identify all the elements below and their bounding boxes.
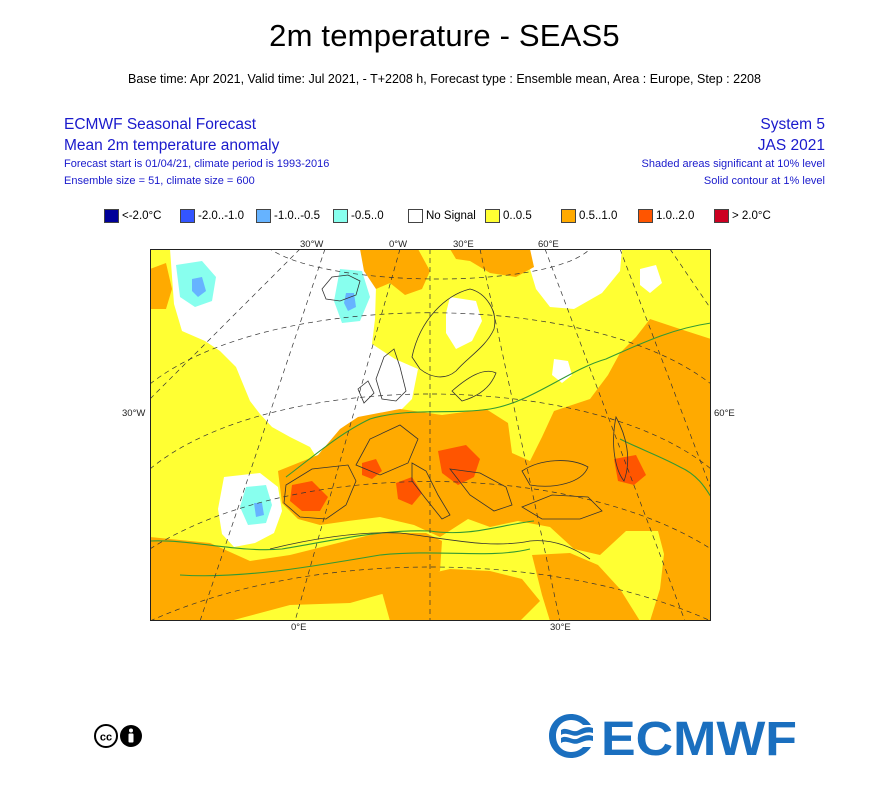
system-version: System 5 xyxy=(760,116,825,133)
lon-label-top: 30°E xyxy=(453,239,474,250)
legend-label: 1.0..2.0 xyxy=(656,210,695,222)
lon-label-top: 60°E xyxy=(538,239,559,250)
legend-item: -2.0..-1.0 xyxy=(180,208,244,224)
no-signal-scandinavia xyxy=(446,297,482,349)
coastline-italy xyxy=(411,462,451,520)
anomaly-1.0-2.0-iberia xyxy=(290,481,328,511)
graticule-meridian xyxy=(479,249,561,621)
lon-label-top: 30°W xyxy=(300,239,324,250)
anomaly-0.5-1.0-greenland xyxy=(150,263,172,309)
legend-item: <-2.0°C xyxy=(104,208,161,224)
map-frame xyxy=(150,249,711,621)
legend-swatch xyxy=(333,209,348,223)
lon-label-bottom: 30°E xyxy=(550,622,571,633)
graticule-parallel xyxy=(150,481,711,550)
ecmwf-emblem-icon xyxy=(549,714,593,758)
coastline-france xyxy=(355,424,419,476)
anomaly-0.5-1.0-north xyxy=(360,249,430,295)
graticule-meridian xyxy=(619,249,711,490)
no-signal-barents xyxy=(528,249,622,309)
header-right: System 5 JAS 2021 Shaded areas significa… xyxy=(642,114,825,190)
legend-label: -0.5..0 xyxy=(351,210,384,222)
season-label: JAS 2021 xyxy=(757,137,825,154)
legend-swatch xyxy=(104,209,119,223)
coastline-north-africa xyxy=(269,532,591,560)
field-description: Mean 2m temperature anomaly xyxy=(64,137,280,154)
legend-swatch xyxy=(561,209,576,223)
legend-label: > 2.0°C xyxy=(732,210,771,222)
lon-label-top: 0°W xyxy=(389,239,408,250)
legend-swatch xyxy=(408,209,423,223)
graticule-parallel xyxy=(150,312,711,385)
anomaly-map xyxy=(150,249,711,621)
forecast-source: ECMWF Seasonal Forecast xyxy=(64,116,257,133)
graticule-meridian xyxy=(669,249,711,310)
lon-label-left: 30°W xyxy=(122,408,146,419)
no-signal-russia xyxy=(552,359,572,383)
coastline-ireland xyxy=(357,380,375,404)
cc-by-icon: cc xyxy=(94,724,142,748)
ensemble-info: Ensemble size = 51, climate size = 600 xyxy=(64,175,255,187)
legend-label: -2.0..-1.0 xyxy=(198,210,245,222)
ecmwf-logo-text: ECMWF xyxy=(601,713,797,762)
legend-label: <-2.0°C xyxy=(122,210,162,222)
coastline-britain xyxy=(375,348,407,402)
coastline-turkey xyxy=(521,494,603,520)
legend-label: -1.0..-0.5 xyxy=(274,210,321,222)
page-title: 2m temperature - SEAS5 xyxy=(269,18,620,53)
legend-swatch xyxy=(180,209,195,223)
coastline-black-sea xyxy=(521,460,589,487)
anomaly-0.5-1.0-barents-edge xyxy=(450,249,534,277)
anomaly-0.5-1.0-africa-central xyxy=(380,569,540,621)
graticule-meridian xyxy=(544,249,686,621)
anomaly-0.5-1.0-middle-east xyxy=(532,553,640,621)
anomaly-0.5-1.0-south-europe xyxy=(278,319,711,621)
anomaly-neg-1.0-atlantic xyxy=(192,277,206,297)
legend-item: 0..0.5 xyxy=(485,208,532,224)
legend-label: 0..0.5 xyxy=(503,210,532,222)
coastline-caspian xyxy=(613,415,629,482)
legend-swatch xyxy=(638,209,653,223)
legend-item: -0.5..0 xyxy=(333,208,384,224)
legend-label: No Signal xyxy=(426,210,476,222)
anomaly-1.0-2.0-italy xyxy=(396,477,422,505)
graticule-meridian xyxy=(294,249,401,621)
header-left: ECMWF Seasonal Forecast Mean 2m temperat… xyxy=(64,114,329,190)
graticule-parallel xyxy=(150,566,711,621)
coastline-baltic xyxy=(451,370,497,402)
no-signal-ural xyxy=(640,265,662,293)
lon-label-bottom: 0°E xyxy=(291,622,307,633)
legend-swatch xyxy=(714,209,729,223)
legend-swatch xyxy=(256,209,271,223)
ecmwf-logo: ECMWF xyxy=(549,713,797,762)
contour-1pct xyxy=(179,548,531,577)
forecast-subtitle: Base time: Apr 2021, Valid time: Jul 202… xyxy=(128,72,761,86)
legend-item: 1.0..2.0 xyxy=(638,208,694,224)
legend-label: 0.5..1.0 xyxy=(579,210,618,222)
contour-1pct xyxy=(285,322,711,478)
graticule-meridian xyxy=(199,249,326,621)
legend-item: 0.5..1.0 xyxy=(561,208,617,224)
lon-label-right: 60°E xyxy=(714,408,735,419)
shading-note: Shaded areas significant at 10% level xyxy=(641,158,825,170)
legend-item: No Signal xyxy=(408,208,476,224)
legend-swatch xyxy=(485,209,500,223)
anomaly-neg-1.0-iceland-sea xyxy=(344,293,356,311)
contour-1pct xyxy=(619,438,711,498)
legend-item: -1.0..-0.5 xyxy=(256,208,320,224)
coastline-iceland xyxy=(321,274,361,302)
anomaly-0.5-1.0-north-africa xyxy=(150,533,442,621)
legend-item: > 2.0°C xyxy=(714,208,771,224)
coastline-balkans xyxy=(449,468,513,512)
coastline-iberia xyxy=(283,464,357,520)
contour-note: Solid contour at 1% level xyxy=(703,175,825,187)
coastline-scandinavia xyxy=(411,288,496,378)
svg-text:cc: cc xyxy=(100,732,112,744)
contour-1pct xyxy=(150,520,535,551)
anomaly-neg-1.0-iberia xyxy=(254,503,264,517)
anomaly-1.0-2.0-balkans xyxy=(438,445,480,485)
forecast-start-info: Forecast start is 01/04/21, climate peri… xyxy=(64,158,330,170)
